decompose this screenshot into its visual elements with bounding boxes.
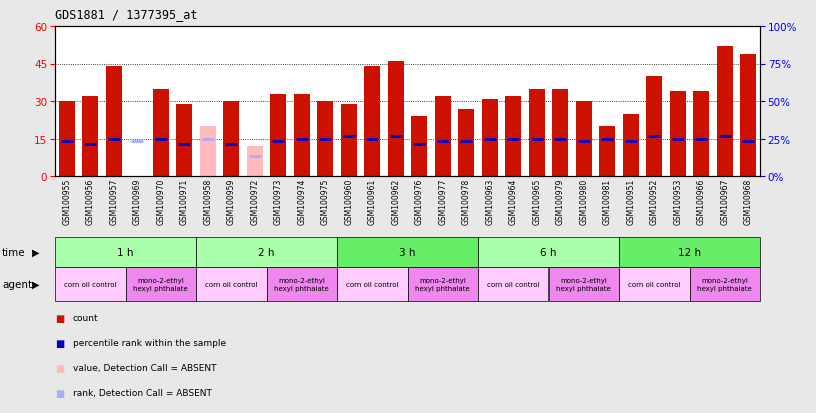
Bar bbox=[270, 94, 286, 177]
Text: ■: ■ bbox=[55, 313, 64, 323]
Bar bbox=[82, 97, 99, 177]
Text: GDS1881 / 1377395_at: GDS1881 / 1377395_at bbox=[55, 8, 197, 21]
Text: 1 h: 1 h bbox=[118, 247, 134, 257]
Text: value, Detection Call = ABSENT: value, Detection Call = ABSENT bbox=[73, 363, 216, 372]
Bar bbox=[435, 97, 451, 177]
Bar bbox=[317, 102, 334, 177]
Text: rank, Detection Call = ABSENT: rank, Detection Call = ABSENT bbox=[73, 388, 212, 397]
Bar bbox=[105, 67, 122, 177]
Bar bbox=[59, 102, 75, 177]
Bar bbox=[669, 92, 686, 177]
Bar bbox=[481, 99, 498, 177]
Text: 12 h: 12 h bbox=[678, 247, 701, 257]
Text: corn oil control: corn oil control bbox=[64, 281, 117, 287]
Bar bbox=[529, 89, 545, 177]
Bar bbox=[716, 47, 733, 177]
Bar bbox=[693, 92, 709, 177]
Text: ■: ■ bbox=[55, 363, 64, 373]
Text: 2 h: 2 h bbox=[258, 247, 275, 257]
Bar bbox=[505, 97, 521, 177]
Bar bbox=[646, 77, 663, 177]
Bar bbox=[223, 102, 239, 177]
Bar bbox=[599, 127, 615, 177]
Text: mono-2-ethyl
hexyl phthalate: mono-2-ethyl hexyl phthalate bbox=[698, 278, 752, 291]
Bar bbox=[458, 109, 474, 177]
Bar bbox=[740, 55, 756, 177]
Bar bbox=[294, 94, 310, 177]
Bar bbox=[411, 117, 428, 177]
Text: corn oil control: corn oil control bbox=[346, 281, 398, 287]
Text: ■: ■ bbox=[55, 338, 64, 348]
Text: mono-2-ethyl
hexyl phthalate: mono-2-ethyl hexyl phthalate bbox=[274, 278, 329, 291]
Text: mono-2-ethyl
hexyl phthalate: mono-2-ethyl hexyl phthalate bbox=[133, 278, 188, 291]
Text: mono-2-ethyl
hexyl phthalate: mono-2-ethyl hexyl phthalate bbox=[557, 278, 611, 291]
Text: corn oil control: corn oil control bbox=[628, 281, 681, 287]
Bar bbox=[623, 114, 639, 177]
Text: mono-2-ethyl
hexyl phthalate: mono-2-ethyl hexyl phthalate bbox=[415, 278, 470, 291]
Text: ■: ■ bbox=[55, 388, 64, 398]
Text: 6 h: 6 h bbox=[540, 247, 557, 257]
Text: ▶: ▶ bbox=[32, 247, 39, 257]
Text: count: count bbox=[73, 313, 99, 323]
Bar bbox=[552, 89, 569, 177]
Text: corn oil control: corn oil control bbox=[487, 281, 539, 287]
Bar bbox=[153, 89, 169, 177]
Bar bbox=[364, 67, 380, 177]
Bar bbox=[246, 147, 263, 177]
Bar bbox=[388, 62, 404, 177]
Text: 3 h: 3 h bbox=[399, 247, 415, 257]
Text: time: time bbox=[2, 247, 25, 257]
Text: ▶: ▶ bbox=[32, 279, 39, 289]
Text: agent: agent bbox=[2, 279, 32, 289]
Bar bbox=[575, 102, 592, 177]
Text: percentile rank within the sample: percentile rank within the sample bbox=[73, 338, 226, 347]
Bar bbox=[176, 104, 193, 177]
Bar bbox=[340, 104, 357, 177]
Bar bbox=[200, 127, 216, 177]
Text: corn oil control: corn oil control bbox=[205, 281, 258, 287]
